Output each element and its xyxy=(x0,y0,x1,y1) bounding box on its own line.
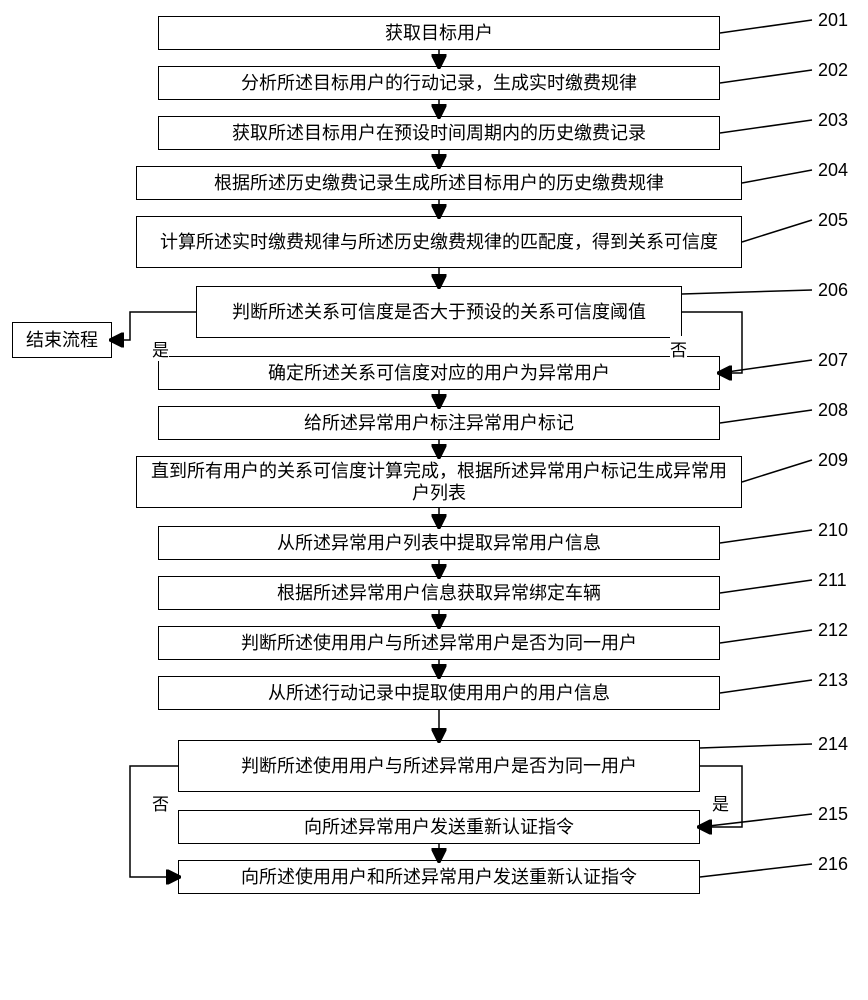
ref-202: 202 xyxy=(818,60,848,81)
step-208: 给所述异常用户标注异常用户标记 xyxy=(158,406,720,440)
end-box-text: 结束流程 xyxy=(26,329,98,352)
ref-209: 209 xyxy=(818,450,848,471)
step-text: 判断所述使用用户与所述异常用户是否为同一用户 xyxy=(241,755,637,778)
step-text: 给所述异常用户标注异常用户标记 xyxy=(304,412,574,435)
step-text: 判断所述使用用户与所述异常用户是否为同一用户 xyxy=(241,632,637,655)
ref-208: 208 xyxy=(818,400,848,421)
step-text: 确定所述关系可信度对应的用户为异常用户 xyxy=(268,362,610,385)
step-213: 从所述行动记录中提取使用用户的用户信息 xyxy=(158,676,720,710)
step-210: 从所述异常用户列表中提取异常用户信息 xyxy=(158,526,720,560)
step-text: 计算所述实时缴费规律与所述历史缴费规律的匹配度，得到关系可信度 xyxy=(160,231,718,254)
ref-214: 214 xyxy=(818,734,848,755)
step-text: 判断所述关系可信度是否大于预设的关系可信度阈值 xyxy=(232,301,646,324)
step-209: 直到所有用户的关系可信度计算完成，根据所述异常用户标记生成异常用户列表 xyxy=(136,456,742,508)
ref-203: 203 xyxy=(818,110,848,131)
label-214-yes: 是 xyxy=(712,790,729,815)
ref-215: 215 xyxy=(818,804,848,825)
label-206-yes: 是 xyxy=(152,336,169,361)
step-text: 从所述异常用户列表中提取异常用户信息 xyxy=(277,532,601,555)
label-214-no: 否 xyxy=(152,790,169,815)
ref-212: 212 xyxy=(818,620,848,641)
ref-213: 213 xyxy=(818,670,848,691)
ref-204: 204 xyxy=(818,160,848,181)
step-206: 判断所述关系可信度是否大于预设的关系可信度阈值 xyxy=(196,286,682,338)
step-text: 从所述行动记录中提取使用用户的用户信息 xyxy=(268,682,610,705)
step-204: 根据所述历史缴费记录生成所述目标用户的历史缴费规律 xyxy=(136,166,742,200)
step-text: 向所述异常用户发送重新认证指令 xyxy=(304,816,574,839)
step-205: 计算所述实时缴费规律与所述历史缴费规律的匹配度，得到关系可信度 xyxy=(136,216,742,268)
step-text: 根据所述异常用户信息获取异常绑定车辆 xyxy=(277,582,601,605)
ref-211: 211 xyxy=(818,570,847,591)
ref-216: 216 xyxy=(818,854,848,875)
ref-205: 205 xyxy=(818,210,848,231)
step-212: 判断所述使用用户与所述异常用户是否为同一用户 xyxy=(158,626,720,660)
end-box: 结束流程 xyxy=(12,322,112,358)
ref-210: 210 xyxy=(818,520,848,541)
step-202: 分析所述目标用户的行动记录，生成实时缴费规律 xyxy=(158,66,720,100)
step-text: 获取目标用户 xyxy=(385,22,493,45)
flowchart-container: 结束流程 获取目标用户 分析所述目标用户的行动记录，生成实时缴费规律 获取所述目… xyxy=(0,0,868,1000)
ref-201: 201 xyxy=(818,10,848,31)
ref-206: 206 xyxy=(818,280,848,301)
step-207: 确定所述关系可信度对应的用户为异常用户 xyxy=(158,356,720,390)
step-211: 根据所述异常用户信息获取异常绑定车辆 xyxy=(158,576,720,610)
step-214: 判断所述使用用户与所述异常用户是否为同一用户 xyxy=(178,740,700,792)
step-215: 向所述异常用户发送重新认证指令 xyxy=(178,810,700,844)
step-text: 根据所述历史缴费记录生成所述目标用户的历史缴费规律 xyxy=(214,172,664,195)
ref-207: 207 xyxy=(818,350,848,371)
step-203: 获取所述目标用户在预设时间周期内的历史缴费记录 xyxy=(158,116,720,150)
step-216: 向所述使用用户和所述异常用户发送重新认证指令 xyxy=(178,860,700,894)
step-text: 直到所有用户的关系可信度计算完成，根据所述异常用户标记生成异常用户列表 xyxy=(145,460,733,505)
step-text: 分析所述目标用户的行动记录，生成实时缴费规律 xyxy=(241,72,637,95)
step-text: 向所述使用用户和所述异常用户发送重新认证指令 xyxy=(241,866,637,889)
step-201: 获取目标用户 xyxy=(158,16,720,50)
step-text: 获取所述目标用户在预设时间周期内的历史缴费记录 xyxy=(232,122,646,145)
label-206-no: 否 xyxy=(670,336,687,361)
